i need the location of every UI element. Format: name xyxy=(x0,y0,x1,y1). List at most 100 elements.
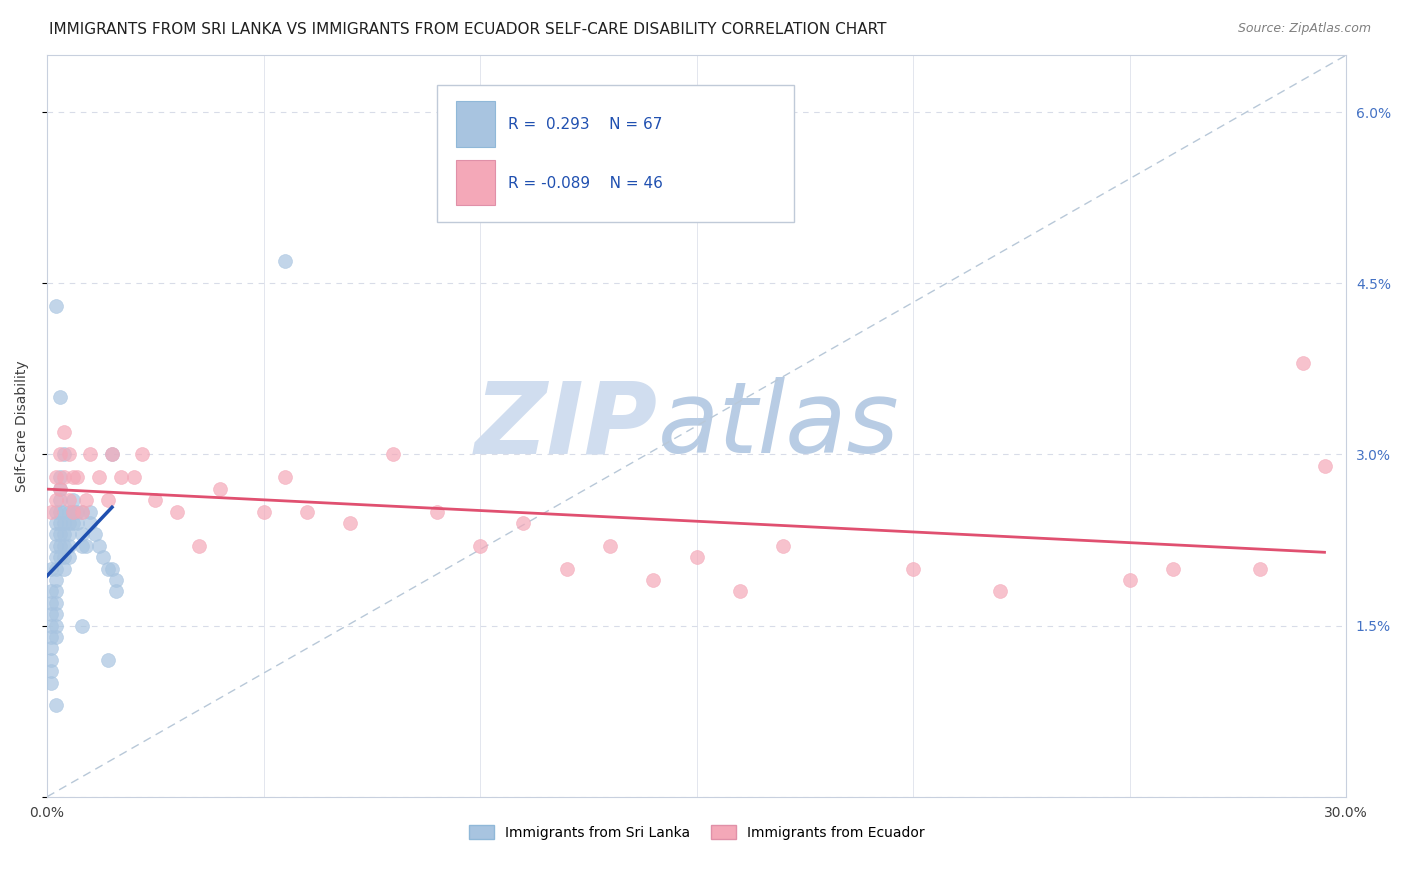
Point xyxy=(45,584,67,599)
Point xyxy=(75,539,97,553)
Point xyxy=(1313,458,1336,473)
Point xyxy=(295,504,318,518)
Point xyxy=(45,539,67,553)
Point xyxy=(70,504,93,518)
Point xyxy=(70,618,93,632)
Point xyxy=(41,607,63,622)
Point xyxy=(728,584,751,599)
Point xyxy=(209,482,232,496)
FancyBboxPatch shape xyxy=(437,85,794,222)
Point xyxy=(41,584,63,599)
Point xyxy=(41,504,63,518)
Point xyxy=(87,539,110,553)
Point xyxy=(45,504,67,518)
Point xyxy=(101,447,124,461)
Point xyxy=(187,539,209,553)
Point xyxy=(105,584,128,599)
Point xyxy=(166,504,188,518)
Point xyxy=(70,539,93,553)
Point xyxy=(93,550,115,565)
Point xyxy=(101,561,124,575)
Y-axis label: Self-Care Disability: Self-Care Disability xyxy=(15,360,30,491)
Point xyxy=(41,641,63,656)
Point xyxy=(53,425,76,439)
Point xyxy=(468,539,491,553)
Point xyxy=(45,561,67,575)
Point xyxy=(58,504,80,518)
Point xyxy=(41,561,63,575)
Point xyxy=(58,493,80,508)
Point xyxy=(110,470,132,484)
Point xyxy=(62,504,84,518)
Point xyxy=(83,527,105,541)
Point xyxy=(70,504,93,518)
Point xyxy=(87,470,110,484)
Point xyxy=(1118,573,1140,587)
Point xyxy=(41,630,63,644)
Point xyxy=(45,698,67,713)
Point xyxy=(41,596,63,610)
Point xyxy=(45,573,67,587)
Point xyxy=(274,470,297,484)
Point xyxy=(274,253,297,268)
Point xyxy=(382,447,405,461)
Legend: Immigrants from Sri Lanka, Immigrants from Ecuador: Immigrants from Sri Lanka, Immigrants fr… xyxy=(463,820,929,846)
Point xyxy=(45,527,67,541)
Point xyxy=(58,447,80,461)
Point xyxy=(643,573,665,587)
Point xyxy=(49,527,72,541)
Point xyxy=(1292,356,1315,370)
Text: atlas: atlas xyxy=(658,377,900,475)
Point xyxy=(66,504,89,518)
Point xyxy=(70,527,93,541)
Point xyxy=(53,504,76,518)
Point xyxy=(685,550,707,565)
Point xyxy=(1249,561,1271,575)
Point xyxy=(1161,561,1184,575)
Point xyxy=(45,516,67,530)
Point xyxy=(45,470,67,484)
Point xyxy=(62,493,84,508)
Bar xyxy=(457,102,495,147)
Point xyxy=(53,470,76,484)
Text: Source: ZipAtlas.com: Source: ZipAtlas.com xyxy=(1237,22,1371,36)
Point xyxy=(512,516,534,530)
Text: R =  0.293    N = 67: R = 0.293 N = 67 xyxy=(508,118,662,132)
Point xyxy=(49,539,72,553)
Point xyxy=(49,470,72,484)
Text: ZIP: ZIP xyxy=(475,377,658,475)
Point xyxy=(49,493,72,508)
Point xyxy=(426,504,449,518)
Point xyxy=(555,561,578,575)
Point xyxy=(101,447,124,461)
Point xyxy=(45,618,67,632)
Point xyxy=(901,561,924,575)
Point xyxy=(41,653,63,667)
Point xyxy=(62,504,84,518)
Point xyxy=(45,550,67,565)
Point xyxy=(143,493,166,508)
Point xyxy=(41,675,63,690)
Point xyxy=(49,391,72,405)
Point xyxy=(49,550,72,565)
Point xyxy=(79,516,101,530)
Point xyxy=(97,653,120,667)
Point xyxy=(131,447,153,461)
Point xyxy=(49,516,72,530)
Point xyxy=(49,482,72,496)
Point xyxy=(66,516,89,530)
Point xyxy=(339,516,361,530)
Point xyxy=(988,584,1011,599)
Point xyxy=(75,493,97,508)
Point xyxy=(49,447,72,461)
Point xyxy=(53,527,76,541)
Point xyxy=(53,516,76,530)
Point xyxy=(53,550,76,565)
Point xyxy=(49,504,72,518)
Point xyxy=(49,482,72,496)
Point xyxy=(58,550,80,565)
Point xyxy=(41,618,63,632)
Text: R = -0.089    N = 46: R = -0.089 N = 46 xyxy=(508,176,664,191)
Point xyxy=(62,516,84,530)
Point xyxy=(58,527,80,541)
